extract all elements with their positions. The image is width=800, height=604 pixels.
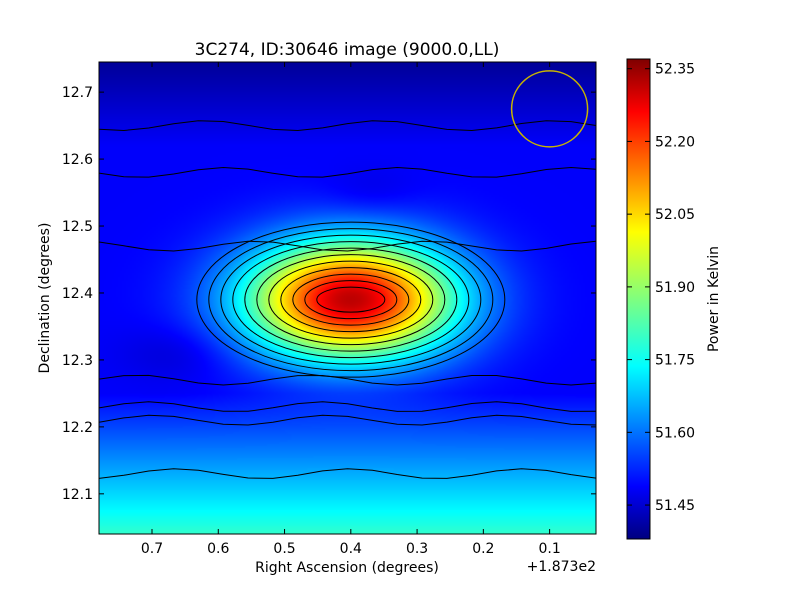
contour-line xyxy=(99,414,596,426)
contour-line xyxy=(256,254,446,346)
contour-line xyxy=(292,273,410,326)
x-axis: 0.7 0.6 0.5 0.4 0.3 0.2 0.1 xyxy=(141,62,561,557)
contour-line xyxy=(220,234,482,365)
colorbar-tick-label: 51.90 xyxy=(655,280,695,296)
contour-line xyxy=(196,221,506,378)
y-tick-label: 12.5 xyxy=(62,219,93,235)
beam-circle xyxy=(510,70,589,148)
colorbar-gradient xyxy=(626,58,651,540)
contour-line xyxy=(316,286,386,313)
colorbar-tick-label: 51.60 xyxy=(655,425,695,441)
x-offset-label: +1.873e2 xyxy=(527,559,596,575)
contour-line xyxy=(244,247,458,352)
contour-lines xyxy=(99,120,596,479)
chart-title: 3C274, ID:30646 image (9000.0,LL) xyxy=(195,40,500,60)
contour-line xyxy=(99,240,596,252)
x-tick-label: 0.3 xyxy=(406,541,428,557)
y-tick-label: 12.2 xyxy=(62,420,93,436)
contour-line xyxy=(99,374,596,386)
x-tick-label: 0.1 xyxy=(538,541,560,557)
colorbar: 51.45 51.60 51.75 51.90 52.05 52.20 52.35 Powe… xyxy=(626,58,722,540)
heatmap xyxy=(99,62,596,534)
y-axis-label: Declination (degrees) xyxy=(37,223,53,374)
colorbar-tick-label: 52.05 xyxy=(655,207,695,223)
colorbar-tick-label: 52.20 xyxy=(655,134,695,150)
contour-line xyxy=(99,401,596,412)
contour-line xyxy=(99,468,596,479)
y-tick-label: 12.4 xyxy=(62,286,93,302)
contour-line xyxy=(304,280,398,320)
y-tick-label: 12.7 xyxy=(62,85,93,101)
x-tick-label: 0.7 xyxy=(141,541,163,557)
heatmap-image xyxy=(99,62,596,534)
colorbar-ticks: 51.45 51.60 51.75 51.90 52.05 52.20 52.35 xyxy=(627,62,695,514)
colorbar-tick-label: 52.35 xyxy=(655,62,695,78)
contour-line xyxy=(232,241,470,359)
colorbar-tick-label: 51.45 xyxy=(655,498,695,514)
x-tick-label: 0.5 xyxy=(273,541,295,557)
contour-line xyxy=(99,166,596,178)
y-tick-label: 12.3 xyxy=(62,353,93,369)
x-tick-label: 0.6 xyxy=(207,541,229,557)
y-tick-label: 12.1 xyxy=(62,487,93,503)
contour-line xyxy=(99,120,596,132)
contour-line xyxy=(268,260,434,339)
colorbar-label: Power in Kelvin xyxy=(706,246,722,352)
x-tick-label: 0.2 xyxy=(472,541,494,557)
x-tick-label: 0.4 xyxy=(340,541,362,557)
y-tick-label: 12.6 xyxy=(62,152,93,168)
contour-line xyxy=(280,267,422,333)
contour-line xyxy=(208,228,494,372)
plot-frame xyxy=(98,61,597,535)
x-axis-label: Right Ascension (degrees) xyxy=(255,560,439,576)
y-axis: 12.1 12.2 12.3 12.4 12.5 12.6 12.7 xyxy=(62,85,596,503)
colorbar-tick-label: 51.75 xyxy=(655,353,695,369)
